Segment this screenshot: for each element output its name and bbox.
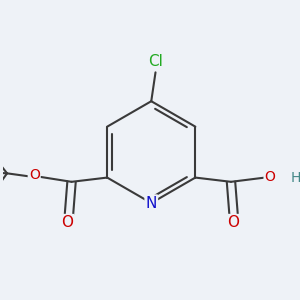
Text: O: O bbox=[29, 168, 40, 182]
Text: N: N bbox=[146, 196, 157, 211]
Text: O: O bbox=[61, 215, 73, 230]
Text: O: O bbox=[227, 215, 239, 230]
Text: Cl: Cl bbox=[148, 54, 163, 69]
Text: H: H bbox=[290, 171, 300, 184]
Text: O: O bbox=[265, 170, 275, 184]
